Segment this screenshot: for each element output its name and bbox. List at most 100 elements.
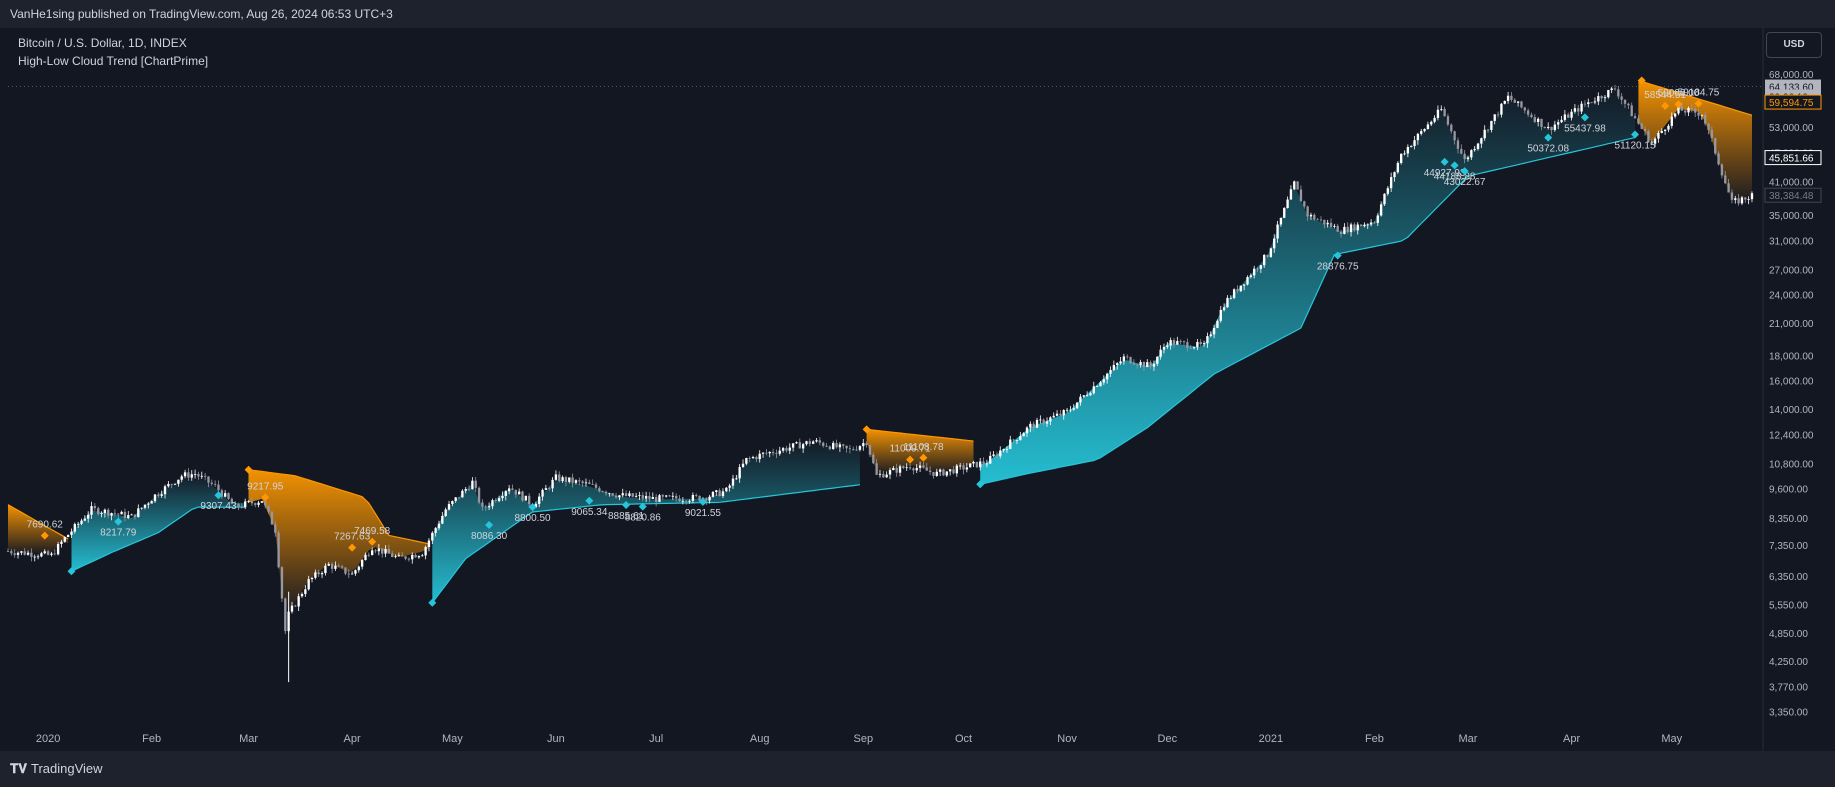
candle-body [1597, 96, 1600, 102]
candle-body [601, 491, 604, 493]
candle-body [324, 565, 327, 574]
candle-body [1159, 349, 1162, 357]
candle-body [591, 484, 594, 485]
candle-body [1400, 153, 1403, 163]
bull-marker [698, 497, 707, 506]
candle-body [270, 512, 274, 525]
candle-body [521, 491, 524, 501]
candle-body [297, 596, 300, 607]
price-chart[interactable]: 7690.62 8217.79 9307.43 9217.95 7267.637469.… [0, 28, 1835, 751]
bear-cloud-segment [1638, 80, 1752, 202]
candle-body [1279, 217, 1283, 225]
candle-body [1229, 297, 1232, 299]
candle-body [441, 515, 444, 524]
candle-body [337, 565, 340, 567]
candle-body [1072, 408, 1075, 410]
candle-body [237, 503, 240, 508]
candle-body [905, 467, 908, 469]
candle-body [908, 467, 912, 469]
bull-cloud-edge [980, 137, 1636, 485]
candle-body [1065, 409, 1069, 411]
candle-body [13, 553, 16, 555]
candle-body [775, 453, 778, 454]
candle-body [1673, 113, 1677, 117]
candle-body [1359, 224, 1363, 227]
candle-body [367, 554, 370, 556]
candle-body [451, 500, 454, 505]
y-tick-label: 35,000.00 [1769, 211, 1814, 222]
candle-body [548, 488, 551, 489]
candle-body [1045, 421, 1049, 424]
candle-body [474, 480, 477, 488]
candle-body [1089, 393, 1092, 396]
candle-body [137, 508, 140, 517]
candle-body [364, 554, 367, 561]
price-axis[interactable]: 68,000.0053,000.0047,000.0041,000.0035,0… [1762, 28, 1814, 751]
candle-body [721, 491, 725, 497]
x-tick-label: Feb [1365, 733, 1384, 745]
candle-body [280, 567, 284, 599]
y-tick-label: 18,000.00 [1769, 352, 1814, 363]
candle-body [1376, 215, 1379, 223]
candle-body [1700, 114, 1704, 116]
candle-body [1339, 231, 1343, 234]
trend-cloud [7, 79, 1753, 614]
candle-body [675, 495, 678, 499]
y-tick-label: 24,000.00 [1769, 291, 1814, 302]
candle-body [634, 495, 638, 497]
indicator-title[interactable]: High-Low Cloud Trend [ChartPrime] [18, 54, 209, 68]
tradingview-logo[interactable]: 𝐓𝐕 TradingView [10, 761, 103, 777]
candle-body [561, 477, 564, 482]
candle-body [1396, 162, 1400, 173]
candle-body [1590, 102, 1593, 104]
time-axis[interactable]: 2020 Feb Mar Apr May Jun Jul Aug Sep Oct Nov Dec 202… [36, 733, 1683, 745]
candle-body [1022, 433, 1025, 437]
candle-body [1714, 138, 1717, 154]
candle-body [1637, 118, 1640, 124]
candle-body [274, 524, 277, 533]
candle-body [892, 467, 895, 471]
candle-body [928, 470, 932, 473]
candle-body [731, 478, 735, 486]
candle-body [584, 482, 588, 484]
candle-body [751, 457, 755, 459]
bull-marker [528, 503, 537, 512]
candle-body [1256, 268, 1259, 270]
candle-body [517, 491, 521, 495]
bull-marker [485, 520, 494, 529]
candle-body [1199, 341, 1202, 345]
candle-body [858, 446, 862, 450]
candle-body [314, 572, 317, 578]
candle-body [594, 484, 598, 488]
candle-body [1707, 123, 1710, 130]
candle-body [1289, 189, 1293, 200]
candle-body [1570, 111, 1573, 118]
candle-body [1583, 103, 1587, 105]
candle-body [264, 501, 267, 506]
candle-body [995, 454, 999, 457]
candle-body [801, 444, 805, 449]
candle-body [1146, 362, 1149, 368]
candle-body [631, 493, 634, 497]
candle-body [1603, 97, 1607, 99]
symbol-title[interactable]: Bitcoin / U.S. Dollar, 1D, INDEX [18, 36, 187, 50]
candle-body [1410, 146, 1413, 147]
candle-body [240, 507, 244, 508]
candle-body [1219, 309, 1222, 321]
candle-body [842, 444, 845, 446]
top-bar: VanHe1sing published on TradingView.com,… [0, 0, 1835, 28]
candle-body [668, 495, 671, 497]
candle-body [467, 489, 471, 490]
candle-body [1032, 423, 1035, 428]
candle-body [1286, 199, 1289, 209]
currency-button[interactable]: USD [1766, 32, 1822, 58]
candle-body [945, 471, 948, 476]
candle-body [113, 513, 117, 514]
x-tick-label: Jul [649, 733, 663, 745]
candle-body [1493, 114, 1496, 121]
candle-body [290, 605, 294, 612]
candle-body [1366, 224, 1369, 226]
candle-body [838, 444, 842, 448]
candle-body [1309, 214, 1313, 217]
candle-body [464, 489, 467, 491]
